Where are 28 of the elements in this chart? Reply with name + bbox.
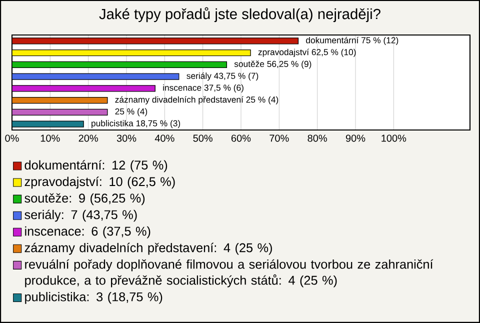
x-tick-label: 10%	[40, 134, 60, 142]
data-label: soutěže 56,25 % (9)	[234, 60, 312, 69]
data-label: publicistika 18,75 % (3)	[92, 120, 180, 128]
legend-label: soutěže: 9 (56,25 %)	[24, 193, 145, 206]
x-tick-label: 30%	[116, 134, 136, 142]
legend-label: zpravodajství: 10 (62,5 %)	[24, 176, 175, 189]
data-label: 25 % (4)	[115, 108, 148, 116]
x-tick-label: 80%	[308, 134, 327, 142]
x-tick-label: 70%	[270, 134, 289, 142]
chart-title: Jaké typy pořadů jste sledoval(a) nejraději?	[99, 7, 380, 22]
data-label: zpravodajství 62,5 % (10)	[258, 48, 356, 57]
x-tick-label: 0%	[5, 134, 19, 142]
legend-label: dokumentární: 12 (75 %)	[24, 160, 168, 172]
legend-label: inscenace: 6 (37,5 %)	[25, 226, 150, 238]
data-label: dokumentární 75 % (12)	[306, 36, 398, 46]
legend-label: záznamy divadelních představení: 4 (25 %)	[24, 242, 272, 255]
data-label: seriály 43,75 % (7)	[186, 72, 258, 81]
x-tick-label: 100%	[382, 134, 406, 142]
legend-label: seriály: 7 (43,75 %)	[24, 210, 137, 222]
x-tick-label: 60%	[231, 134, 251, 142]
x-tick-label: 40%	[154, 134, 174, 142]
data-label: záznamy divadelních představení 25 % (4)	[115, 96, 278, 104]
x-tick-label: 90%	[346, 134, 366, 142]
x-tick-label: 20%	[78, 134, 98, 142]
x-tick-label: 50%	[193, 134, 212, 142]
legend-label: revuální pořady doplňované filmovou a seriálovou tvorbou ze zahraniční produkce, a to převážně socialistických států: 4 (25 %)	[25, 259, 434, 288]
legend-label: publicistika: 3 (18,75 %)	[25, 292, 162, 304]
data-label: inscenace 37,5 % (6)	[163, 84, 244, 92]
